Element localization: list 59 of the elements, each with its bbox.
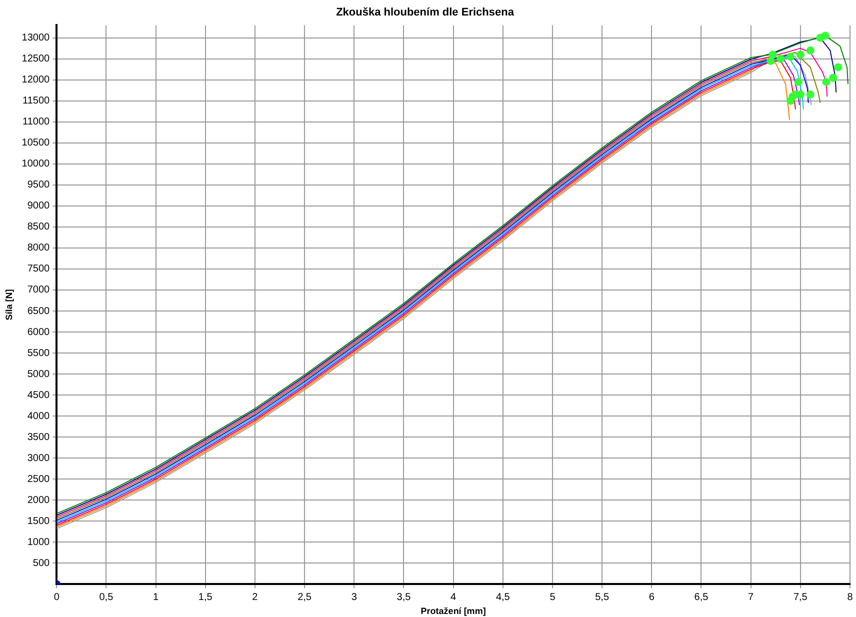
y-tick-label: 1000 (27, 536, 50, 548)
y-tick-label: 12000 (22, 74, 50, 86)
y-tick-label: 7500 (27, 264, 50, 275)
y-tick-label: 3500 (27, 432, 50, 443)
x-tick-label: 7,5 (793, 592, 808, 603)
x-tick-label: 0 (54, 592, 60, 603)
point (786, 52, 794, 61)
point (822, 78, 830, 86)
y-tick-label: 9500 (27, 180, 50, 191)
point (766, 56, 775, 65)
y-tick-label: 8500 (27, 222, 50, 233)
y-tick-label: 8000 (27, 242, 50, 254)
y-tick-label: 12500 (22, 54, 50, 65)
chart-title: Zkouška hloubením dle Erichsena (336, 6, 515, 19)
x-tick-label: 5 (550, 592, 556, 603)
y-tick-label: 4500 (27, 390, 50, 401)
point (796, 50, 804, 59)
y-tick-label: 10000 (22, 158, 50, 170)
y-tick-label: 5500 (27, 348, 50, 359)
y-tick-label: 7000 (27, 284, 50, 296)
x-tick-label: 1 (153, 592, 159, 603)
x-axis-title: Protažení [mm] (420, 606, 486, 616)
y-tick-label: 1500 (27, 516, 50, 527)
y-tick-label: 4000 (27, 410, 50, 422)
x-tick-label: 6,5 (694, 592, 709, 603)
point (806, 90, 814, 99)
y-tick-label: 2500 (27, 474, 50, 485)
x-tick-label: 3,5 (396, 592, 412, 603)
y-tick-label: 5000 (27, 368, 50, 380)
x-tick-label: 6 (648, 592, 655, 603)
y-tick-label: 11000 (22, 116, 50, 128)
point (829, 74, 838, 82)
x-tick-label: 4 (450, 592, 457, 603)
x-tick-label: 0,5 (99, 592, 114, 603)
point (768, 50, 777, 59)
point (786, 96, 794, 105)
point (816, 34, 824, 42)
x-tick-label: 7 (748, 592, 754, 603)
x-tick-label: 2,5 (298, 592, 312, 603)
y-tick-label: 13000 (22, 32, 50, 44)
x-tick-label: 1,5 (198, 592, 213, 603)
point (806, 46, 814, 54)
y-tick-label: 2000 (27, 494, 50, 506)
y-tick-label: 10500 (22, 138, 50, 149)
y-axis-title: Síla [N] (4, 289, 14, 320)
y-tick-label: 500 (32, 558, 50, 569)
y-tick-label: 11500 (22, 96, 50, 107)
x-tick-label: 4,5 (496, 592, 510, 603)
y-tick-label: 9000 (27, 200, 50, 212)
point (834, 63, 842, 72)
y-tick-label: 6000 (27, 326, 50, 338)
point (794, 78, 802, 86)
x-tick-label: 5,5 (595, 592, 610, 603)
y-tick-label: 3000 (27, 452, 50, 464)
point (776, 54, 785, 63)
x-tick-label: 8 (847, 592, 854, 603)
y-tick-label: 6500 (27, 306, 50, 317)
x-tick-label: 3 (351, 592, 358, 603)
x-tick-label: 2 (252, 592, 258, 603)
